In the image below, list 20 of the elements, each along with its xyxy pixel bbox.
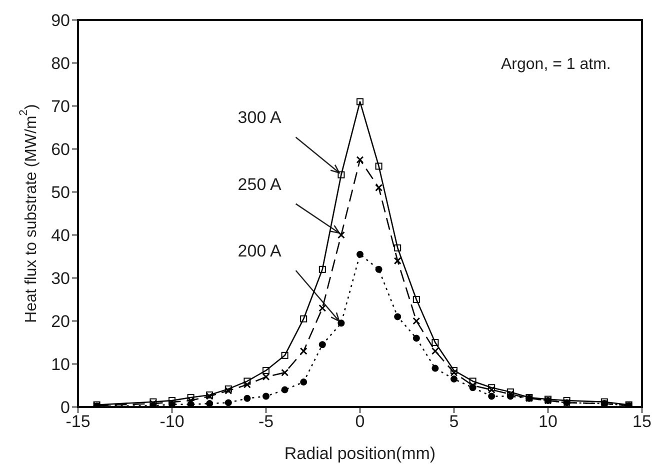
x-tick-label: 10 bbox=[538, 412, 558, 432]
y-tick-label: 30 bbox=[51, 269, 70, 288]
y-tick-label: 70 bbox=[51, 97, 70, 116]
x-tick-label: 5 bbox=[449, 412, 459, 432]
x-tick-label: 15 bbox=[632, 412, 652, 432]
y-tick-label: 80 bbox=[51, 54, 70, 74]
y-tick-label: 10 bbox=[51, 355, 70, 374]
y-tick-label: 20 bbox=[51, 312, 70, 332]
y-tick-label: 90 bbox=[51, 11, 70, 30]
x-tick-label: 0 bbox=[355, 412, 365, 432]
annotation: Argon, = 1 atm. bbox=[501, 56, 611, 73]
text: 200 A bbox=[238, 242, 282, 260]
text: 300 A bbox=[238, 108, 282, 128]
text: 250 A bbox=[238, 174, 282, 194]
y-tick-label: 60 bbox=[51, 140, 70, 160]
x-tick-label: -10 bbox=[160, 412, 184, 432]
x-tick-label: -5 bbox=[258, 412, 274, 432]
y-tick-label: 40 bbox=[51, 226, 70, 246]
y-tick-label: 50 bbox=[51, 183, 70, 202]
x-axis-title: Radial position(mm) bbox=[284, 444, 436, 463]
